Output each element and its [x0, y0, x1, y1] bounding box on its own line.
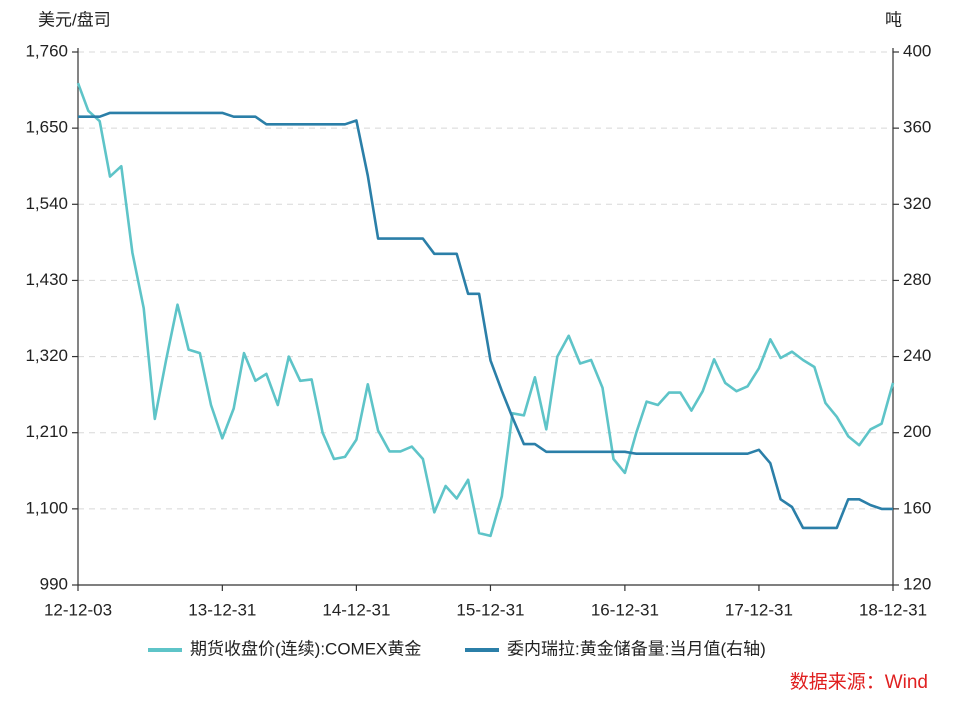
- legend-label: 期货收盘价(连续):COMEX黄金: [190, 639, 421, 658]
- data-line: [76, 82, 895, 538]
- y-tick-label: 1,540: [25, 194, 68, 213]
- x-tick-label: 17-12-31: [725, 600, 793, 619]
- x-tick-label: 14-12-31: [322, 600, 390, 619]
- y2-tick-label: 240: [903, 346, 931, 365]
- y-tick-label: 990: [40, 574, 68, 593]
- x-tick-label: 13-12-31: [188, 600, 256, 619]
- source-note: 数据来源：Wind: [790, 671, 928, 693]
- x-tick-label: 15-12-31: [456, 600, 524, 619]
- y-tick-label: 1,430: [25, 270, 68, 289]
- y2-tick-label: 160: [903, 498, 931, 517]
- y2-tick-label: 120: [903, 574, 931, 593]
- y2-tick-label: 360: [903, 118, 931, 137]
- y2-tick-label: 400: [903, 41, 931, 60]
- y-tick-label: 1,760: [25, 41, 68, 60]
- x-tick-label: 16-12-31: [591, 600, 659, 619]
- x-tick-label: 12-12-03: [44, 600, 112, 619]
- y2-tick-label: 200: [903, 422, 931, 441]
- legend-label: 委内瑞拉:黄金储备量:当月值(右轴): [507, 639, 766, 658]
- y-tick-label: 1,210: [25, 422, 68, 441]
- y-tick-label: 1,100: [25, 498, 68, 517]
- x-tick-label: 18-12-31: [859, 600, 927, 619]
- data-line: [78, 111, 893, 530]
- y2-tick-label: 320: [903, 194, 931, 213]
- y-axis-unit: 美元/盘司: [38, 10, 111, 29]
- y-tick-label: 1,320: [25, 346, 68, 365]
- y2-axis-unit: 吨: [885, 10, 902, 29]
- y-tick-label: 1,650: [25, 118, 68, 137]
- y2-tick-label: 280: [903, 270, 931, 289]
